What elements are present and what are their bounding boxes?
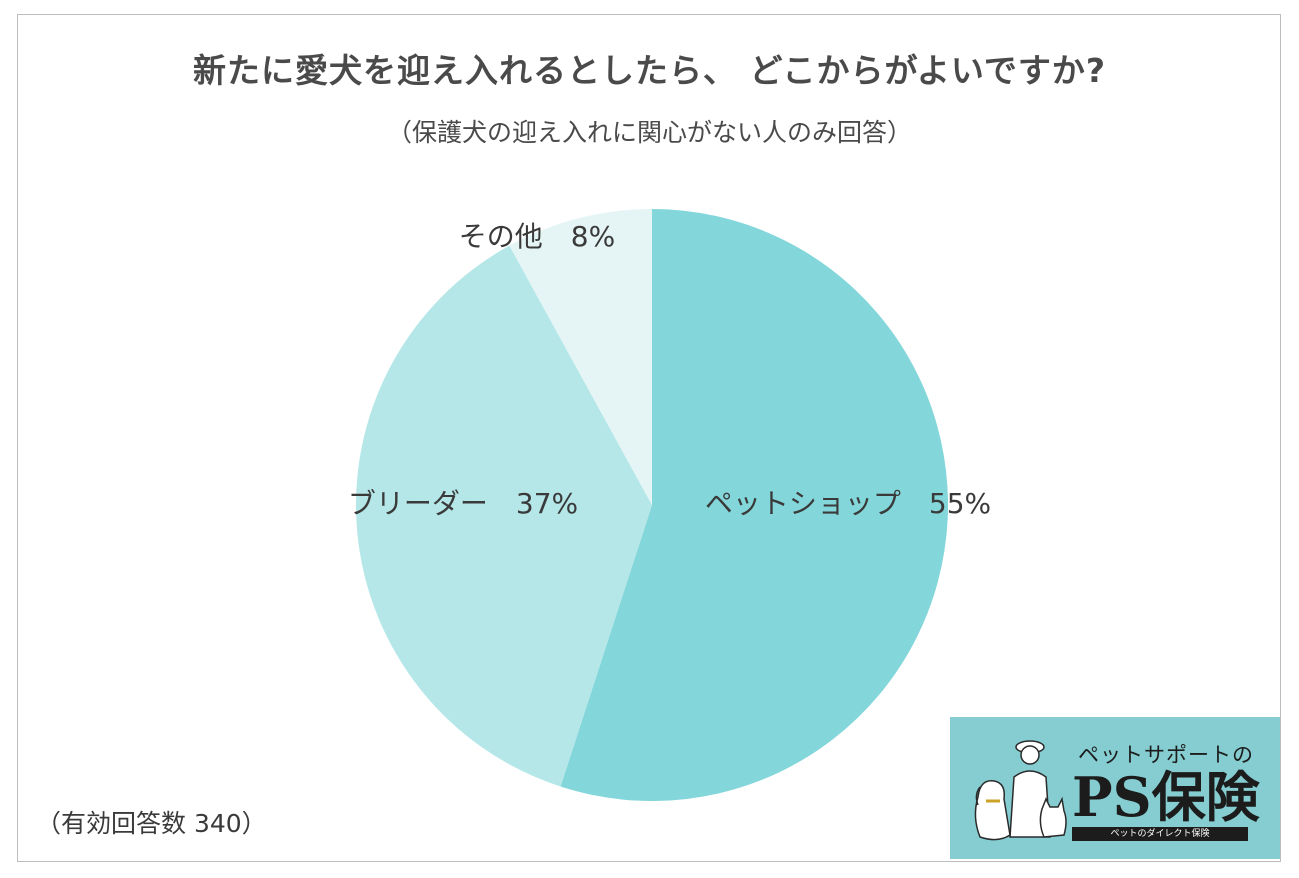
pie-slice-2: [355, 245, 652, 787]
ps-insurance-logo: ペットサポートの PS保険 ペットのダイレクト保険: [950, 717, 1280, 859]
pet-owner-illustration-icon: [974, 740, 1067, 841]
logo-tagline: ペットサポートの: [1078, 743, 1254, 767]
pie-slice-1: [560, 209, 948, 801]
logo-subtitle-bar: ペットのダイレクト保険: [1072, 827, 1248, 841]
logo-brand: PS保険: [1072, 765, 1260, 829]
pie-label-2: ブリーダー 37%: [348, 487, 578, 520]
pie-slice-3: [509, 209, 652, 505]
chart-frame: [17, 14, 1281, 862]
pie-slices: [355, 209, 948, 801]
chart-title: 新たに愛犬を迎え入れるとしたら、 どこからがよいですか?: [192, 51, 1106, 90]
pie-labels: ペットショップ 55% ブリーダー 37% その他 8%: [348, 220, 991, 520]
pie-label-3: その他 8%: [459, 220, 615, 253]
pie-label-1: ペットショップ 55%: [705, 487, 991, 520]
response-count-note: （有効回答数 340）: [36, 809, 267, 838]
chart-subtitle: （保護犬の迎え入れに関心がない人のみ回答）: [386, 118, 912, 147]
